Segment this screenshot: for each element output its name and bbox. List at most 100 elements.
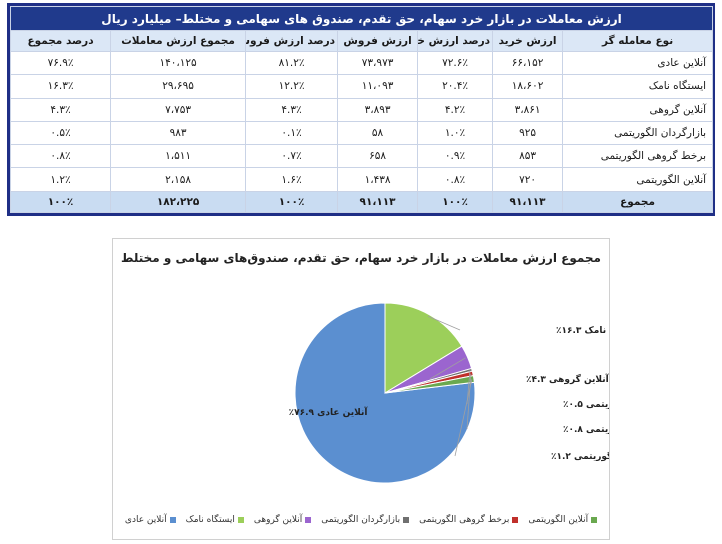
table-cell: ۰.۵٪ — [9, 120, 112, 146]
legend-swatch — [403, 517, 410, 523]
table-cell: ۱۴۰،۱۲۵ — [110, 50, 247, 76]
table-cell: مجموع — [562, 190, 714, 214]
slice-data-label: ایستگاه نامک ۱۶.۳٪ — [556, 324, 609, 336]
table-cell: ۴.۳٪ — [245, 97, 339, 122]
column-header: درصد مجموع — [9, 30, 112, 52]
legend-item: ایستگاه نامک — [186, 515, 244, 525]
column-header: درصد ارزش خرید — [417, 30, 494, 52]
pie-slice — [384, 374, 475, 394]
trading-value-table-container: ارزش معاملات در بازار خرد سهام، حق تقدم،… — [7, 3, 715, 216]
table-header-row: نوع معامله گر ارزش خرید درصد ارزش خرید ا… — [9, 30, 714, 52]
table-cell: ۷۳،۹۷۳ — [337, 50, 419, 76]
legend-label: آنلاین گروهی — [253, 515, 303, 525]
table-cell: ۰.۸٪ — [417, 167, 494, 192]
table-cell: ۱۱،۰۹۳ — [337, 74, 419, 99]
table-cell: آنلاین عادی — [562, 50, 714, 76]
leader-line — [429, 357, 466, 380]
legend-item: آنلاین گروهی — [253, 515, 312, 525]
legend-label: ایستگاه نامک — [185, 515, 235, 525]
legend-item: آنلاین الگوریتمی — [528, 515, 598, 525]
table-cell: ۳،۸۶۱ — [492, 97, 564, 122]
legend-label: بازارگردان الگوریتمی — [321, 515, 401, 525]
table-cell: ۰.۷٪ — [245, 144, 339, 169]
table-cell: ۷،۷۵۳ — [110, 97, 247, 122]
table-cell: ۲،۱۵۸ — [110, 167, 247, 192]
table-cell: ۱۰۰٪ — [417, 190, 494, 214]
table-cell: ۹۱،۱۱۳ — [337, 190, 419, 214]
table-cell: ۱،۵۱۱ — [110, 144, 247, 169]
table-cell: ۹۱،۱۱۳ — [492, 190, 564, 214]
legend-swatch — [169, 517, 176, 523]
table-row: آنلاین گروهی ۳،۸۶۱ ۴.۲٪ ۳،۸۹۳ ۴.۳٪ ۷،۷۵۳… — [9, 97, 714, 122]
legend-item: برخط گروهی الگوریتمی — [419, 515, 519, 525]
pie-chart-panel: مجموع ارزش معاملات در بازار خرد سهام، حق… — [112, 238, 610, 540]
table-cell: ۴.۳٪ — [9, 97, 112, 122]
legend-swatch — [305, 517, 312, 523]
column-header: ارزش خرید — [492, 30, 564, 52]
leader-line — [454, 379, 473, 457]
legend-label: برخط گروهی الگوریتمی — [419, 515, 510, 525]
table-cell: ۱۰۰٪ — [9, 190, 112, 214]
table-cell: بازارگردان الگوریتمی — [562, 120, 714, 146]
slice-data-label: آنلاین الگوریتمی ۱.۲٪ — [551, 450, 609, 462]
table-cell: آنلاین گروهی — [562, 97, 714, 122]
table-cell: ۷۲.۶٪ — [417, 50, 494, 76]
slice-data-label: آنلاین عادی ۷۶.۹٪ — [289, 406, 369, 418]
slice-data-label: برخط گروهی الگوریتمی ۰.۸٪ — [563, 423, 609, 435]
leader-line — [427, 315, 461, 331]
table-cell: ۱۶.۳٪ — [9, 74, 112, 99]
chart-title: مجموع ارزش معاملات در بازار خرد سهام، حق… — [121, 251, 601, 265]
table-row: آنلاین عادی ۶۶،۱۵۲ ۷۲.۶٪ ۷۳،۹۷۳ ۸۱.۲٪ ۱۴… — [9, 50, 714, 76]
table-row: آنلاین الگوریتمی ۷۲۰ ۰.۸٪ ۱،۴۳۸ ۱.۶٪ ۲،۱… — [9, 167, 714, 192]
table-cell: ۷۲۰ — [492, 167, 564, 192]
column-header: نوع معامله گر — [562, 30, 714, 52]
column-header: مجموع ارزش معاملات — [110, 30, 247, 52]
slice-data-label: بازارگردان الگوریتمی ۰.۵٪ — [563, 398, 609, 410]
leader-line — [466, 373, 472, 430]
table-cell: ۱۸،۶۰۲ — [492, 74, 564, 99]
table-total-row: مجموع ۹۱،۱۱۳ ۱۰۰٪ ۹۱،۱۱۳ ۱۰۰٪ ۱۸۲،۲۲۵ ۱۰… — [9, 190, 714, 214]
table-cell: ۱.۶٪ — [245, 167, 339, 192]
table-cell: ۸۱.۲٪ — [245, 50, 339, 76]
table-cell: ۱،۴۳۸ — [337, 167, 419, 192]
legend-swatch — [237, 517, 244, 523]
table-cell: ۱.۰٪ — [417, 120, 494, 146]
table-cell: ۷۶.۹٪ — [9, 50, 112, 76]
table-cell: ۴.۲٪ — [417, 97, 494, 122]
table-cell: ۰.۸٪ — [9, 144, 112, 169]
table-cell: ۶۶،۱۵۲ — [492, 50, 564, 76]
table-cell: ۹۸۳ — [110, 120, 247, 146]
table-cell: ۰.۹٪ — [417, 144, 494, 169]
table-cell: ۸۵۳ — [492, 144, 564, 169]
legend-label: آنلاین الگوریتمی — [528, 515, 589, 525]
table-cell: ۲۰.۴٪ — [417, 74, 494, 99]
table-cell: ۲۹،۶۹۵ — [110, 74, 247, 99]
table-cell: ۶۵۸ — [337, 144, 419, 169]
table-cell: ۱.۲٪ — [9, 167, 112, 192]
table-cell: ۵۸ — [337, 120, 419, 146]
legend-swatch — [512, 517, 519, 523]
legend-item: آنلاین عادی — [125, 515, 176, 525]
table-row: برخط گروهی الگوریتمی ۸۵۳ ۰.۹٪ ۶۵۸ ۰.۷٪ ۱… — [9, 144, 714, 169]
legend-label: آنلاین عادی — [124, 515, 167, 525]
table-cell: ۱۸۲،۲۲۵ — [110, 190, 247, 214]
table-cell: ایستگاه نامک — [562, 74, 714, 99]
legend-item: بازارگردان الگوریتمی — [321, 515, 410, 525]
table-cell: ۰.۱٪ — [245, 120, 339, 146]
table-cell: آنلاین الگوریتمی — [562, 167, 714, 192]
column-header: ارزش فروش — [337, 30, 419, 52]
table-title: ارزش معاملات در بازار خرد سهام، حق تقدم،… — [9, 6, 714, 31]
table-cell: ۳،۸۹۳ — [337, 97, 419, 122]
pie-slice — [384, 302, 463, 394]
pie-chart: آنلاین عادی ۷۶.۹٪ ایستگاه نامک ۱۶.۳٪ آنلای… — [289, 302, 609, 484]
table-row: بازارگردان الگوریتمی ۹۲۵ ۱.۰٪ ۵۸ ۰.۱٪ ۹۸… — [9, 120, 714, 146]
legend-swatch — [591, 517, 598, 523]
slice-data-label: آنلاین گروهی ۴.۳٪ — [526, 373, 609, 385]
trading-value-table: ارزش معاملات در بازار خرد سهام، حق تقدم،… — [9, 6, 714, 214]
table-cell: ۹۲۵ — [492, 120, 564, 146]
table-cell: ۱۲.۲٪ — [245, 74, 339, 99]
table-cell: ۱۰۰٪ — [245, 190, 339, 214]
table-row: ایستگاه نامک ۱۸،۶۰۲ ۲۰.۴٪ ۱۱،۰۹۳ ۱۲.۲٪ ۲… — [9, 74, 714, 99]
table-cell: برخط گروهی الگوریتمی — [562, 144, 714, 169]
column-header: درصد ارزش فروش — [245, 30, 339, 52]
